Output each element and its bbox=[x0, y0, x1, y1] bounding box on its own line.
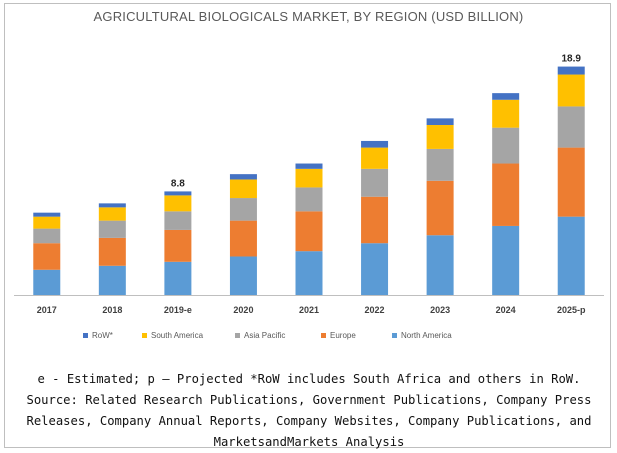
bar-segment-europe-2025-p bbox=[557, 147, 585, 217]
legend-label-north-america: North America bbox=[401, 331, 452, 340]
bar-segment-row-2023 bbox=[426, 118, 454, 126]
bar-segment-asia-pacific-2023 bbox=[426, 148, 454, 181]
legend-swatch-south-america bbox=[142, 333, 147, 338]
x-tick-label-2023: 2023 bbox=[430, 305, 450, 315]
legend-label-asia-pacific: Asia Pacific bbox=[244, 331, 285, 340]
bar-segment-south-america-2019-e bbox=[164, 195, 192, 212]
bar-segment-asia-pacific-2017 bbox=[33, 228, 61, 244]
legend-label-europe: Europe bbox=[330, 331, 356, 340]
x-tick-label-2019-e: 2019-e bbox=[164, 305, 192, 315]
x-tick-label-2025-p: 2025-p bbox=[557, 305, 586, 315]
bar-segment-north-america-2022 bbox=[361, 243, 389, 295]
data-label-2025-p: 18.9 bbox=[561, 54, 581, 65]
bar-segment-north-america-2025-p bbox=[557, 216, 585, 295]
bar-segment-south-america-2017 bbox=[33, 216, 61, 229]
x-tick-label-2020: 2020 bbox=[233, 305, 253, 315]
bar-segment-asia-pacific-2024 bbox=[492, 127, 520, 164]
bar-segment-south-america-2018 bbox=[98, 207, 126, 221]
bar-segment-south-america-2023 bbox=[426, 125, 454, 149]
bar-segment-asia-pacific-2021 bbox=[295, 187, 323, 212]
bar-segment-asia-pacific-2022 bbox=[361, 168, 389, 197]
legend-swatch-north-america bbox=[392, 333, 397, 338]
bar-segment-south-america-2024 bbox=[492, 99, 520, 128]
bar-segment-south-america-2022 bbox=[361, 147, 389, 169]
bar-segment-row-2019-e bbox=[164, 191, 192, 196]
bar-segment-row-2021 bbox=[295, 163, 323, 169]
bar-segment-south-america-2025-p bbox=[557, 74, 585, 107]
bar-segment-south-america-2021 bbox=[295, 168, 323, 188]
chart-title: AGRICULTURAL BIOLOGICALS MARKET, BY REGI… bbox=[93, 9, 524, 24]
bar-segment-north-america-2021 bbox=[295, 251, 323, 295]
chart-footnote: e - Estimated; p – Projected *RoW includ… bbox=[26, 372, 592, 449]
bar-segment-europe-2018 bbox=[98, 237, 126, 266]
x-tick-label-2022: 2022 bbox=[365, 305, 385, 315]
legend-swatch-row bbox=[83, 333, 88, 338]
bar-segment-row-2020 bbox=[229, 174, 257, 180]
bar-segment-asia-pacific-2018 bbox=[98, 220, 126, 238]
legend-label-south-america: South America bbox=[151, 331, 204, 340]
bar-segment-row-2025-p bbox=[557, 66, 585, 75]
bar-segment-europe-2024 bbox=[492, 163, 520, 226]
legend-label-row: RoW* bbox=[92, 331, 113, 340]
bar-segment-south-america-2020 bbox=[229, 179, 257, 199]
bar-segment-north-america-2020 bbox=[229, 256, 257, 295]
bar-segment-asia-pacific-2025-p bbox=[557, 106, 585, 148]
data-label-2019-e: 8.8 bbox=[171, 178, 185, 189]
bar-segment-row-2024 bbox=[492, 93, 520, 100]
bar-segment-north-america-2017 bbox=[33, 269, 61, 295]
bar-segment-row-2018 bbox=[98, 203, 126, 208]
legend-swatch-asia-pacific bbox=[235, 333, 240, 338]
bar-segment-europe-2023 bbox=[426, 180, 454, 236]
bar-segment-asia-pacific-2019-e bbox=[164, 211, 192, 230]
bar-segment-europe-2019-e bbox=[164, 229, 192, 262]
x-tick-label-2024: 2024 bbox=[496, 305, 516, 315]
bar-segment-europe-2021 bbox=[295, 211, 323, 252]
bar-segment-north-america-2023 bbox=[426, 235, 454, 295]
bar-segment-asia-pacific-2020 bbox=[229, 198, 257, 221]
x-tick-label-2017: 2017 bbox=[37, 305, 57, 315]
x-tick-label-2021: 2021 bbox=[299, 305, 319, 315]
bar-segment-europe-2022 bbox=[361, 196, 389, 244]
bar-segment-row-2017 bbox=[33, 212, 61, 217]
bar-segment-north-america-2018 bbox=[98, 265, 126, 295]
bar-segment-row-2022 bbox=[361, 140, 389, 148]
x-tick-label-2018: 2018 bbox=[102, 305, 122, 315]
chart-frame bbox=[4, 3, 611, 448]
bar-segment-north-america-2024 bbox=[492, 225, 520, 295]
legend-swatch-europe bbox=[321, 333, 326, 338]
bar-segment-europe-2017 bbox=[33, 243, 61, 270]
bar-segment-north-america-2019-e bbox=[164, 261, 192, 295]
bar-segment-europe-2020 bbox=[229, 220, 257, 257]
